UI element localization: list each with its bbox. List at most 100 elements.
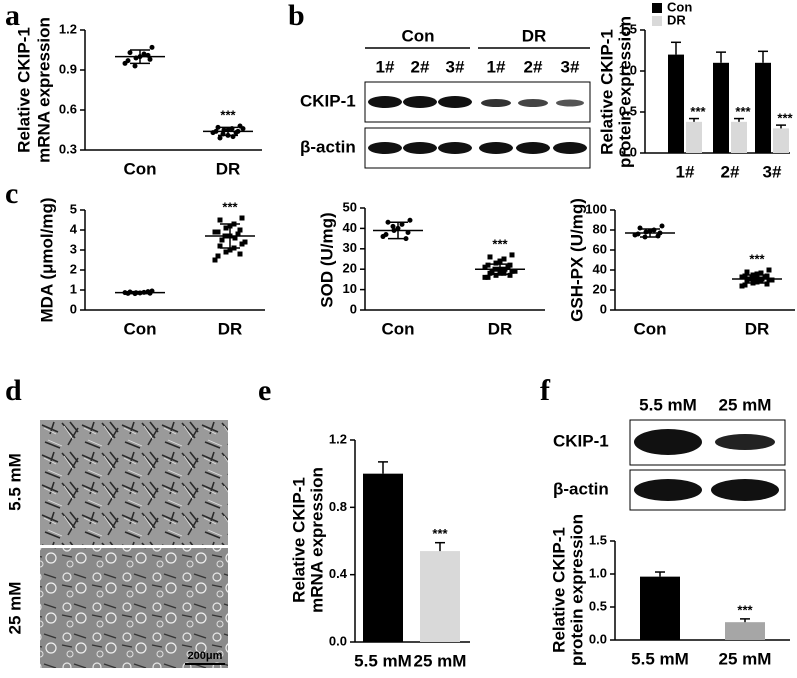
- data-point: [127, 50, 133, 56]
- x-tick-label: DR: [216, 159, 241, 178]
- x-tick-label: 3#: [763, 162, 782, 181]
- data-point: [501, 256, 507, 262]
- y-axis-label: Relative CKIP-1: [597, 29, 616, 155]
- x-tick-label: Con: [633, 319, 666, 338]
- blot-lane: 5.5 mM: [639, 395, 697, 414]
- legend-swatch: [652, 16, 662, 26]
- legend-label: DR: [667, 12, 686, 27]
- y-tick-label: 4: [70, 221, 78, 236]
- blot-group: DR: [522, 26, 547, 45]
- bar: [773, 128, 789, 153]
- data-point: [215, 253, 221, 259]
- blot-row: β-actin: [300, 137, 356, 156]
- y-tick-label: 0.0: [619, 144, 637, 159]
- x-tick-label: DR: [488, 319, 513, 338]
- blot-frame: [364, 81, 591, 123]
- data-point: [749, 275, 755, 281]
- bar: [686, 121, 702, 153]
- x-tick-label: DR: [745, 319, 770, 338]
- bar: [725, 622, 765, 640]
- y-tick-label: 1.0: [589, 565, 607, 580]
- data-point: [215, 229, 221, 235]
- data-point: [769, 277, 775, 283]
- data-point: [242, 239, 248, 245]
- y-tick-label: 10: [343, 281, 357, 296]
- y-tick-label: 20: [343, 261, 357, 276]
- blot-lane: 25 mM: [719, 395, 772, 414]
- panel-letter: d: [5, 374, 22, 407]
- data-point: [758, 270, 764, 276]
- data-point: [132, 63, 138, 69]
- blot-row: β-actin: [553, 479, 609, 498]
- y-axis-label: mRNA expression: [307, 467, 326, 613]
- data-point: [239, 215, 245, 221]
- data-point: [742, 273, 748, 279]
- data-point: [239, 241, 245, 247]
- bar: [668, 54, 684, 153]
- data-point: [217, 217, 223, 223]
- data-point: [237, 227, 243, 233]
- y-tick-label: 0: [70, 301, 77, 316]
- y-tick-label: 0.0: [329, 633, 347, 648]
- y-tick-label: 0.9: [59, 61, 77, 76]
- data-point: [240, 126, 246, 132]
- data-point: [764, 281, 770, 287]
- x-tick-label: 25 mM: [719, 649, 772, 668]
- y-tick-label: 1.0: [619, 62, 637, 77]
- data-point: [212, 257, 218, 263]
- data-point: [509, 268, 515, 274]
- data-point: [485, 262, 491, 268]
- x-tick-label: DR: [218, 319, 243, 338]
- y-tick-label: 1.5: [619, 21, 637, 36]
- data-point: [219, 237, 225, 243]
- y-tick-label: 20: [593, 281, 607, 296]
- micrograph: [40, 548, 228, 668]
- data-point: [407, 217, 413, 223]
- data-point: [744, 269, 750, 275]
- data-point: [482, 264, 488, 270]
- y-axis-label: mRNA expression: [34, 17, 53, 163]
- y-tick-label: 80: [593, 221, 607, 236]
- annotation: ***: [777, 111, 793, 126]
- micrographs: 5.5 mM 25 mM 200μm: [5, 420, 228, 668]
- y-tick-label: 1.2: [59, 21, 77, 36]
- data-point: [380, 234, 386, 240]
- bar: [755, 62, 771, 153]
- image-row-label: 5.5 mM: [5, 453, 24, 511]
- annotation: ***: [222, 199, 238, 214]
- legend-label: Con: [667, 0, 692, 14]
- blot-bands: [368, 96, 587, 154]
- x-tick-label: Con: [381, 319, 414, 338]
- y-axis-label: protein expression: [615, 16, 634, 168]
- blot-lane: 2#: [411, 57, 430, 76]
- data-point: [390, 223, 396, 229]
- data-point: [223, 225, 229, 231]
- bar: [713, 62, 729, 153]
- data-point: [212, 229, 218, 235]
- data-point: [754, 271, 760, 277]
- data-point: [227, 247, 233, 253]
- panel-letter: a: [5, 0, 20, 32]
- y-tick-label: 40: [343, 220, 357, 235]
- data-point: [509, 252, 515, 258]
- panel-letter: c: [5, 177, 18, 210]
- x-tick-label: 1#: [676, 162, 695, 181]
- y-tick-label: 3: [70, 241, 77, 256]
- data-point: [122, 60, 128, 66]
- data-point: [237, 251, 243, 257]
- y-axis-label: Relative CKIP-1: [549, 527, 568, 653]
- y-tick-label: 0.6: [59, 101, 77, 116]
- blot-lane: 1#: [376, 57, 395, 76]
- bar: [363, 473, 403, 642]
- y-tick-label: 0.0: [589, 631, 607, 646]
- y-axis-label: Relative CKIP-1: [289, 477, 308, 603]
- panel-letter: b: [288, 0, 305, 32]
- blot-lane: 1#: [487, 57, 506, 76]
- micrograph: [40, 420, 228, 545]
- panel-letter: f: [540, 374, 551, 407]
- y-tick-label: 0: [350, 301, 357, 316]
- annotation: ***: [432, 526, 448, 541]
- y-tick-label: 5: [70, 201, 77, 216]
- blot-group: Con: [401, 26, 434, 45]
